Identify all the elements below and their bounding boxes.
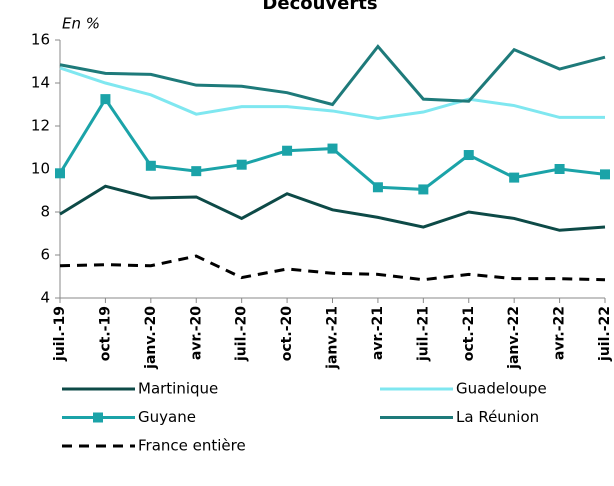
x-tick-label: oct.-21 [461, 306, 477, 361]
series-line [59, 66, 605, 120]
series-marker [509, 172, 520, 183]
y-tick-label: 16 [31, 31, 50, 49]
series-marker [55, 168, 65, 179]
chart-title: Découverts [262, 0, 377, 14]
y-tick-label: 14 [31, 74, 50, 92]
y-tick-label: 10 [31, 160, 50, 178]
x-tick-label: janv.-21 [325, 306, 341, 370]
legend-label: La Réunion [456, 408, 539, 426]
x-tick-label: avr.-21 [370, 306, 386, 360]
series-marker [145, 160, 156, 171]
x-tick-label: avr.-20 [188, 306, 204, 360]
legend-label: Guyane [138, 408, 196, 426]
series-line [59, 184, 606, 232]
x-tick-label: juil.-21 [415, 306, 431, 362]
y-tick-label: 12 [31, 117, 50, 135]
series-marker [100, 94, 111, 105]
y-tick-label: 6 [40, 246, 50, 264]
series-marker [554, 164, 565, 174]
x-tick-label: juil.-20 [234, 306, 250, 362]
legend-marker [93, 412, 103, 423]
series-marker [327, 143, 338, 154]
x-tick-label: avr.-22 [552, 306, 568, 360]
chart-subtitle: En % [62, 15, 100, 33]
legend-label: France entière [138, 437, 246, 455]
series-marker [236, 159, 247, 170]
series-marker [600, 169, 610, 180]
series-marker [418, 184, 429, 195]
series-marker [463, 150, 474, 161]
series-line [59, 44, 606, 107]
x-tick-label: oct.-19 [97, 306, 113, 361]
x-tick-label: janv.-20 [143, 306, 159, 370]
legend-label: Martinique [138, 380, 218, 398]
x-tick-label: oct.-20 [279, 306, 295, 361]
series-marker [372, 182, 383, 193]
y-tick-label: 4 [40, 289, 50, 307]
series-marker [282, 145, 293, 156]
legend-label: Guadeloupe [456, 380, 547, 398]
series-marker [191, 166, 202, 177]
x-tick-label: janv.-22 [506, 306, 522, 370]
x-tick-label: juil.-19 [52, 306, 68, 362]
y-tick-label: 8 [40, 203, 50, 221]
series-line [59, 254, 606, 282]
x-tick-label: juil.-22 [597, 306, 613, 362]
